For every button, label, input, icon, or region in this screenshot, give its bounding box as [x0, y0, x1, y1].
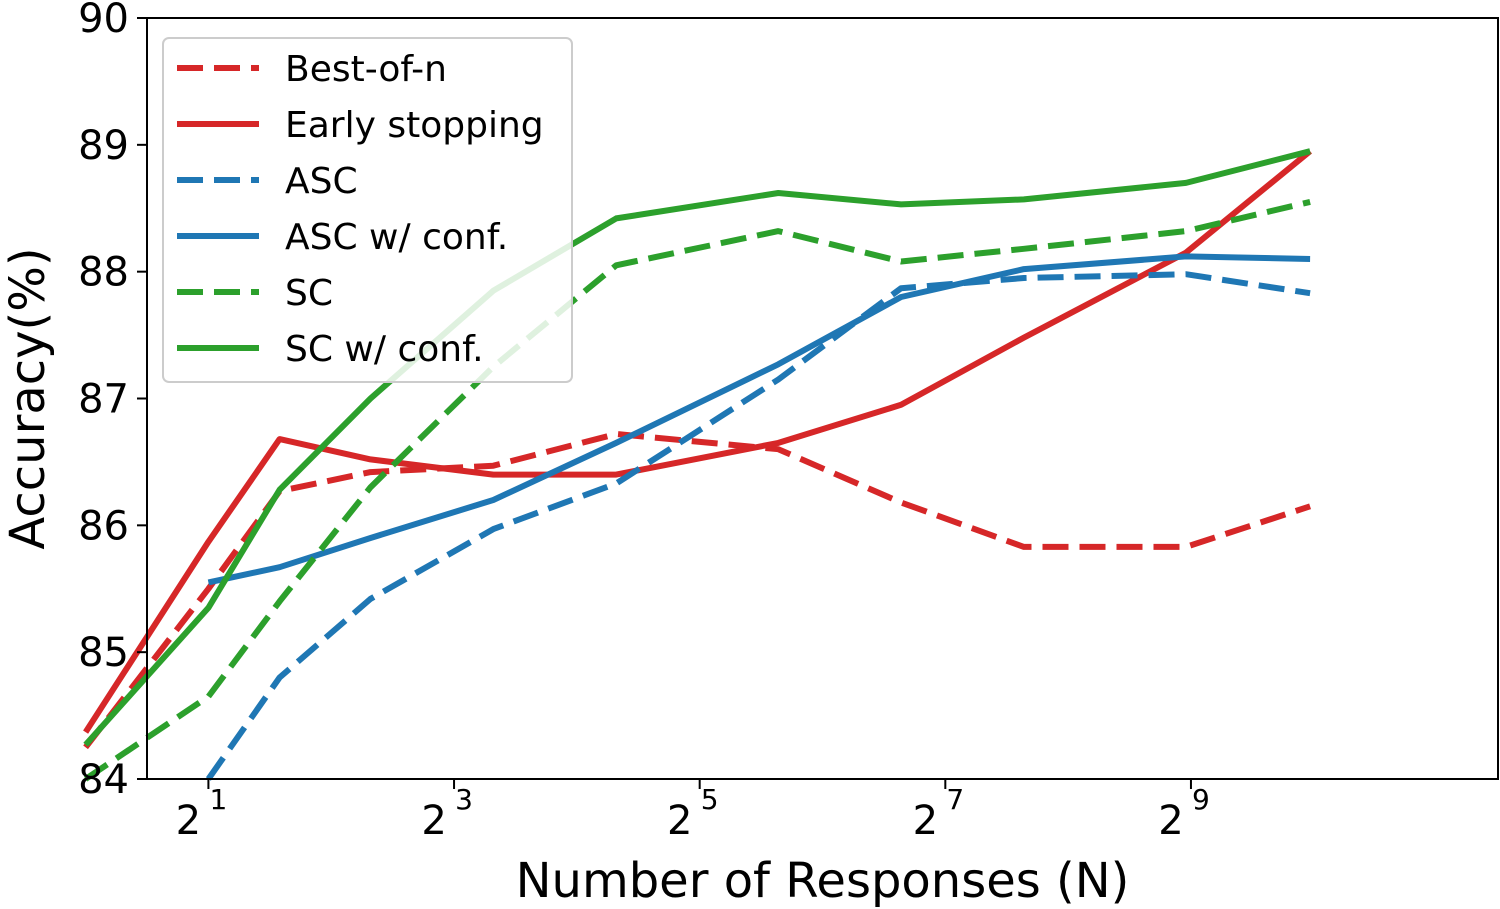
- legend: Best-of-n Early stopping ASC ASC w/ conf. SC…: [162, 37, 573, 383]
- series-line-early-stopping: [83, 148, 1312, 734]
- legend-label: Early stopping: [285, 105, 544, 146]
- x-tick-exponent: 9: [1192, 783, 1210, 816]
- legend-label: ASC w/ conf.: [285, 217, 508, 258]
- series-line-best-of-n: [83, 431, 1312, 750]
- y-tick-label: 86: [78, 503, 129, 549]
- x-tick-exponent: 7: [946, 783, 964, 816]
- series-line-asc-w-conf: [207, 253, 1311, 586]
- x-axis-label: Number of Responses (N): [516, 853, 1130, 909]
- legend-label: SC w/ conf.: [285, 329, 484, 370]
- legend-label: SC: [285, 273, 333, 314]
- y-tick-label: 85: [78, 630, 129, 676]
- legend-label: Best-of-n: [285, 49, 447, 90]
- series-line-sc-w-conf: [83, 148, 1311, 747]
- y-axis-label: Accuracy(%): [0, 247, 56, 549]
- legend-box: [162, 37, 573, 383]
- y-tick-label: 90: [78, 0, 129, 42]
- series-line-asc: [205, 271, 1311, 781]
- y-tick-label: 87: [78, 377, 129, 423]
- x-tick-label: 2: [176, 798, 201, 844]
- x-tick-label: 2: [421, 798, 446, 844]
- y-tick-label: 84: [78, 757, 129, 803]
- x-tick-label: 2: [667, 798, 692, 844]
- y-tick-label: 88: [78, 250, 129, 296]
- y-tick-label: 89: [78, 123, 129, 169]
- x-tick-exponent: 5: [701, 783, 719, 816]
- x-tick-exponent: 3: [455, 783, 473, 816]
- series-line-sc: [83, 198, 1311, 782]
- x-tick-label: 2: [1158, 798, 1183, 844]
- x-tick-label: 2: [913, 798, 938, 844]
- legend-label: ASC: [285, 161, 358, 202]
- x-tick-exponent: 1: [209, 783, 227, 816]
